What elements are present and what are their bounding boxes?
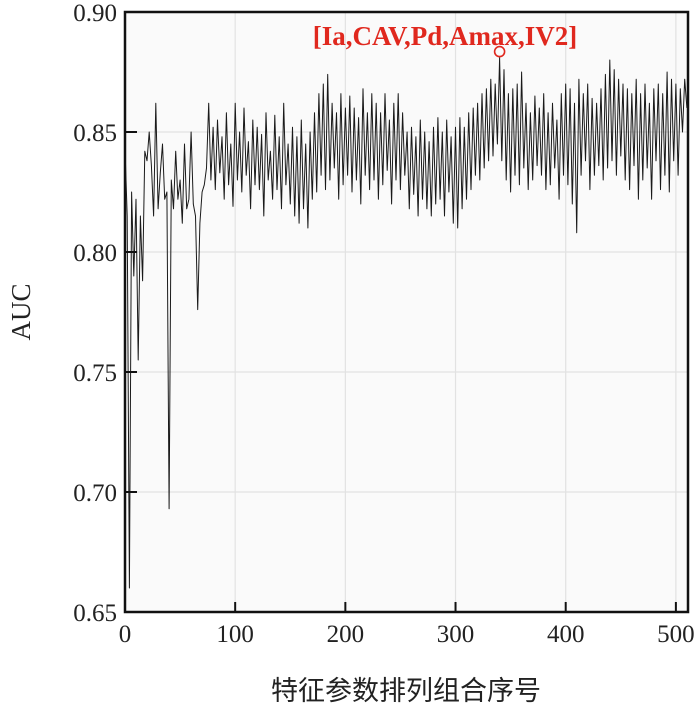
annotation-label: [Ia,CAV,Pd,Amax,IV2] [313,21,578,51]
y-tick-label: 0.65 [73,600,117,627]
axis-ticks: 0 100 200 300 400 500 0.65 0.70 0.75 0.80 0.85 0.90 [73,0,694,648]
x-tick-label: 200 [327,621,365,648]
annotation-marker [493,45,506,58]
x-axis-label: 特征参数排列组合序号 [271,676,541,706]
x-tick-label: 300 [437,621,475,648]
y-axis-label: AUC [6,283,36,340]
y-tick-label: 0.70 [73,480,117,507]
x-tick-label: 100 [216,621,254,648]
series-layer [124,57,688,589]
y-tick-label: 0.75 [73,360,117,387]
y-tick-label: 0.85 [73,120,117,147]
x-tick-label: 400 [547,621,585,648]
auc-series-line [124,57,688,589]
x-tick-label: 0 [119,621,132,648]
plot-frame [123,10,690,614]
y-tick-label: 0.80 [73,240,117,267]
x-tick-label: 500 [657,621,695,648]
plot-background [125,12,688,612]
y-tick-label: 0.90 [73,0,117,27]
